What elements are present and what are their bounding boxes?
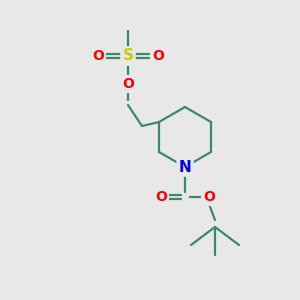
- Text: O: O: [122, 77, 134, 91]
- Text: N: N: [178, 160, 191, 175]
- Text: O: O: [155, 190, 167, 204]
- Text: O: O: [203, 190, 215, 204]
- Text: S: S: [122, 49, 134, 64]
- Text: O: O: [92, 49, 104, 63]
- Text: O: O: [152, 49, 164, 63]
